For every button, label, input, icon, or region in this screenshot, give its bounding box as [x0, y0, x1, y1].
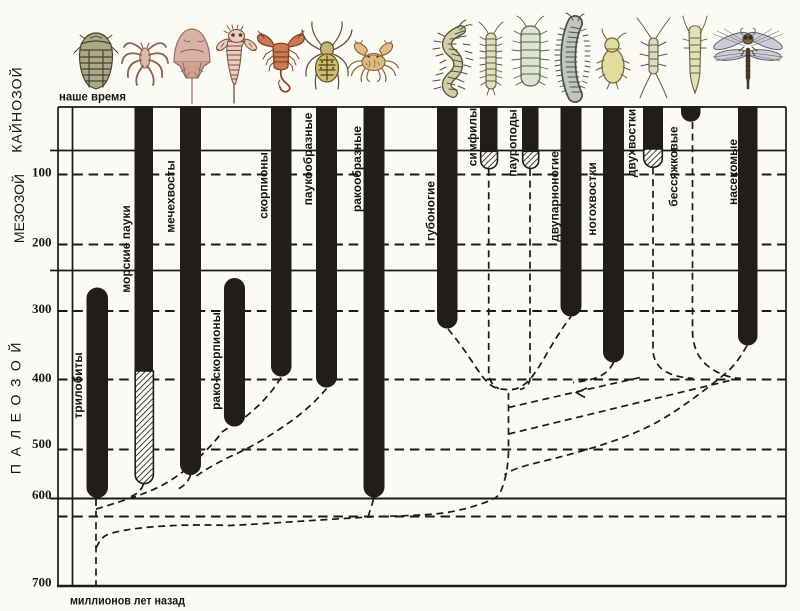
- svg-text:симфилы: симфилы: [465, 108, 479, 167]
- svg-text:губоногие: губоногие: [423, 181, 437, 241]
- svg-text:скорпионы: скорпионы: [256, 152, 270, 219]
- svg-text:пауроподы: пауроподы: [506, 109, 520, 176]
- svg-text:миллионов лет назад: миллионов лет назад: [70, 594, 185, 608]
- svg-text:мечехвосты: мечехвосты: [163, 160, 177, 233]
- svg-text:ногохвостки: ногохвостки: [585, 162, 599, 235]
- svg-text:паукообразные: паукообразные: [301, 112, 315, 205]
- svg-text:насекомые: насекомые: [726, 139, 740, 205]
- svg-text:700: 700: [32, 574, 52, 589]
- svg-text:трилобиты: трилобиты: [71, 352, 85, 418]
- svg-text:100: 100: [32, 165, 52, 180]
- svg-text:бессяжковые: бессяжковые: [666, 126, 680, 207]
- svg-text:двухвостки: двухвостки: [624, 109, 638, 178]
- svg-text:рако-скорпионы: рако-скорпионы: [209, 312, 223, 410]
- svg-text:600: 600: [32, 487, 52, 502]
- svg-text:ракообразные: ракообразные: [350, 126, 364, 213]
- svg-text:400: 400: [32, 370, 52, 385]
- svg-text:двупарноногие: двупарноногие: [547, 151, 561, 242]
- svg-text:МЕЗОЗОЙ: МЕЗОЗОЙ: [10, 174, 27, 243]
- svg-text:300: 300: [32, 301, 52, 316]
- svg-text:наше время: наше время: [59, 90, 126, 104]
- svg-text:морские пауки: морские пауки: [119, 205, 133, 292]
- svg-text:500: 500: [32, 436, 52, 451]
- svg-text:КАЙНОЗОЙ: КАЙНОЗОЙ: [8, 66, 25, 153]
- svg-text:ПАЛЕОЗОЙ: ПАЛЕОЗОЙ: [7, 335, 24, 474]
- svg-text:200: 200: [32, 235, 52, 250]
